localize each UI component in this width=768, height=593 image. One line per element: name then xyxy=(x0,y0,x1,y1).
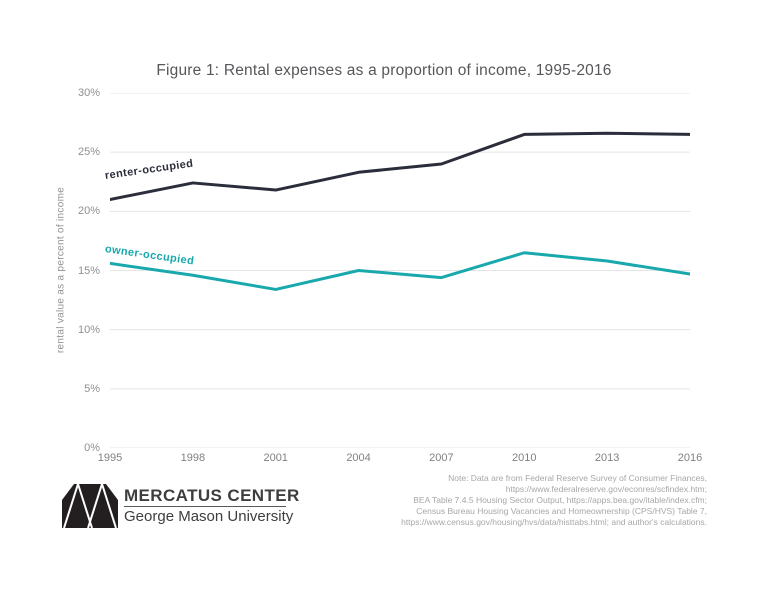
mercatus-logo-icon xyxy=(62,484,118,528)
x-tick-label: 2013 xyxy=(594,452,620,464)
x-tick-label: 1995 xyxy=(97,452,123,464)
x-tick-label: 2004 xyxy=(346,452,371,464)
y-axis-title: rental value as a percent of income xyxy=(55,186,67,354)
chart-title: Figure 1: Rental expenses as a proportio… xyxy=(156,62,612,79)
source-note: Note: Data are from Federal Reserve Surv… xyxy=(237,473,707,528)
note-line: Census Bureau Housing Vacancies and Home… xyxy=(416,506,707,516)
note-line: https://www.census.gov/housing/hvs/data/… xyxy=(401,517,707,527)
note-line: https://www.federalreserve.gov/econres/s… xyxy=(505,484,707,494)
note-line: Note: Data are from Federal Reserve Surv… xyxy=(448,473,707,483)
series-line-owner-occupied xyxy=(110,251,690,291)
y-tick-label: 20% xyxy=(77,205,100,218)
x-tick-label: 2010 xyxy=(512,452,537,464)
series-line-renter-occupied xyxy=(110,131,690,201)
x-tick-label: 2001 xyxy=(263,452,288,464)
x-tick-label: 2007 xyxy=(429,452,454,464)
y-tick-label: 25% xyxy=(77,146,100,159)
line-chart-plot-area xyxy=(110,93,690,448)
logo-university-name: George Mason University xyxy=(124,508,294,525)
logo-divider xyxy=(124,506,286,507)
note-line: BEA Table 7.4.5 Housing Sector Output, h… xyxy=(413,495,707,505)
y-tick-label: 0% xyxy=(84,442,100,454)
logo-text-block: MERCATUS CENTER George Mason University xyxy=(124,486,324,525)
x-tick-label: 2016 xyxy=(677,452,703,464)
x-tick-label: 1998 xyxy=(180,452,206,464)
logo-org-name: MERCATUS CENTER xyxy=(124,486,300,505)
y-tick-label: 30% xyxy=(77,87,100,99)
y-tick-label: 10% xyxy=(77,323,100,336)
y-tick-label: 5% xyxy=(84,382,100,395)
y-tick-label: 15% xyxy=(77,264,100,277)
